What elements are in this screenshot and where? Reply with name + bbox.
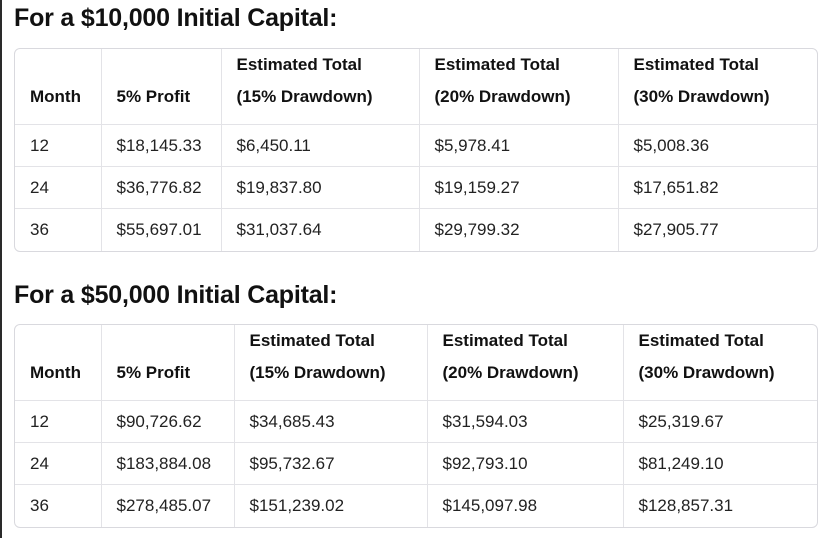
header-20pct-drawdown: Estimated Total (20% Drawdown) bbox=[427, 325, 624, 401]
header-month: Month bbox=[15, 325, 102, 401]
cell-15pct: $34,685.43 bbox=[234, 400, 428, 443]
header-20pct-drawdown: Estimated Total (20% Drawdown) bbox=[419, 49, 619, 125]
cell-month: 36 bbox=[15, 484, 102, 527]
table-row: 12 $90,726.62 $34,685.43 $31,594.03 $25,… bbox=[15, 400, 817, 443]
cell-30pct: $17,651.82 bbox=[618, 166, 817, 209]
cell-profit: $55,697.01 bbox=[101, 208, 222, 251]
section-title-50000: For a $50,000 Initial Capital: bbox=[14, 281, 338, 309]
cell-profit: $183,884.08 bbox=[101, 442, 235, 485]
header-30pct-drawdown: Estimated Total (30% Drawdown) bbox=[618, 49, 817, 125]
cell-20pct: $92,793.10 bbox=[427, 442, 624, 485]
table-10000-capital: Month 5% Profit Estimated Total (15% Draw… bbox=[14, 48, 818, 252]
table-row: 24 $183,884.08 $95,732.67 $92,793.10 $81… bbox=[15, 442, 817, 485]
cell-15pct: $95,732.67 bbox=[234, 442, 428, 485]
cell-20pct: $5,978.41 bbox=[419, 124, 619, 167]
cell-month: 12 bbox=[15, 400, 102, 443]
table-row: 36 $278,485.07 $151,239.02 $145,097.98 $… bbox=[15, 484, 817, 527]
cell-month: 24 bbox=[15, 166, 102, 209]
cell-30pct: $25,319.67 bbox=[623, 400, 817, 443]
cell-20pct: $29,799.32 bbox=[419, 208, 619, 251]
cell-profit: $18,145.33 bbox=[101, 124, 222, 167]
table-row: 12 $18,145.33 $6,450.11 $5,978.41 $5,008… bbox=[15, 124, 817, 167]
header-15pct-drawdown: Estimated Total (15% Drawdown) bbox=[221, 49, 420, 125]
header-5pct-profit: 5% Profit bbox=[101, 49, 222, 125]
projection-table: Month 5% Profit Estimated Total (15% Draw… bbox=[15, 49, 817, 251]
cell-profit: $278,485.07 bbox=[101, 484, 235, 527]
projection-table: Month 5% Profit Estimated Total (15% Draw… bbox=[15, 325, 817, 527]
cell-profit: $36,776.82 bbox=[101, 166, 222, 209]
table-row: 36 $55,697.01 $31,037.64 $29,799.32 $27,… bbox=[15, 208, 817, 251]
header-month: Month bbox=[15, 49, 102, 125]
cell-20pct: $31,594.03 bbox=[427, 400, 624, 443]
header-15pct-drawdown: Estimated Total (15% Drawdown) bbox=[234, 325, 428, 401]
section-title-10000: For a $10,000 Initial Capital: bbox=[14, 4, 338, 32]
cell-15pct: $151,239.02 bbox=[234, 484, 428, 527]
cell-20pct: $145,097.98 bbox=[427, 484, 624, 527]
cell-month: 12 bbox=[15, 124, 102, 167]
cell-month: 36 bbox=[15, 208, 102, 251]
header-30pct-drawdown: Estimated Total (30% Drawdown) bbox=[623, 325, 817, 401]
cell-profit: $90,726.62 bbox=[101, 400, 235, 443]
cell-15pct: $31,037.64 bbox=[221, 208, 420, 251]
cell-month: 24 bbox=[15, 442, 102, 485]
cell-15pct: $19,837.80 bbox=[221, 166, 420, 209]
cell-30pct: $5,008.36 bbox=[618, 124, 817, 167]
cell-30pct: $128,857.31 bbox=[638, 495, 734, 515]
cell-15pct: $6,450.11 bbox=[221, 124, 420, 167]
cell-30pct: $27,905.77 bbox=[633, 219, 719, 239]
table-50000-capital: Month 5% Profit Estimated Total (15% Draw… bbox=[14, 324, 818, 528]
header-5pct-profit: 5% Profit bbox=[101, 325, 235, 401]
table-row: 24 $36,776.82 $19,837.80 $19,159.27 $17,… bbox=[15, 166, 817, 209]
cell-30pct: $81,249.10 bbox=[623, 442, 817, 485]
table-header-row: Month 5% Profit Estimated Total (15% Draw… bbox=[15, 49, 817, 125]
table-header-row: Month 5% Profit Estimated Total (15% Draw… bbox=[15, 325, 817, 401]
left-border-line bbox=[0, 0, 2, 538]
cell-20pct: $19,159.27 bbox=[419, 166, 619, 209]
